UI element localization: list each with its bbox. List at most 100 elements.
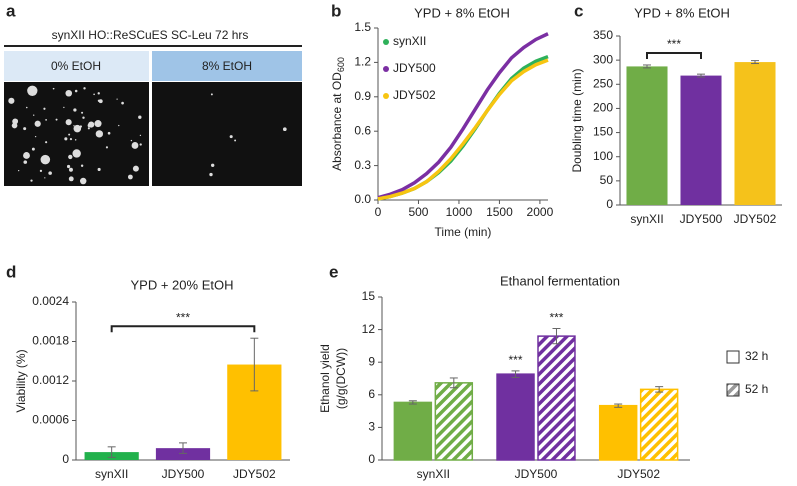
- y-tick-label: 50: [600, 173, 614, 187]
- y-tick-label: 6: [368, 387, 375, 401]
- colony: [138, 115, 142, 119]
- colony: [97, 92, 100, 95]
- colony: [55, 118, 58, 121]
- colony: [34, 136, 37, 138]
- column-label: 0% EtOH: [51, 59, 101, 73]
- x-tick-label: 1500: [486, 205, 513, 219]
- colony: [34, 120, 41, 127]
- x-tick-label: JDY502: [734, 212, 777, 226]
- colony: [127, 174, 133, 180]
- legend-label: synXII: [393, 34, 426, 48]
- error-bar: [751, 60, 759, 65]
- y-tick-label: 0: [62, 452, 69, 466]
- x-tick-label: JDY502: [233, 467, 276, 481]
- x-tick-label: JDY500: [162, 467, 205, 481]
- colony: [65, 119, 72, 126]
- y-tick-label: 0: [606, 197, 613, 211]
- significance-bracket: [110, 325, 256, 333]
- bar: [680, 75, 722, 205]
- colony: [118, 124, 120, 127]
- significance-label: ***: [549, 311, 563, 325]
- colony: [94, 120, 102, 128]
- colony: [132, 165, 139, 172]
- colony: [52, 87, 55, 90]
- legend-marker: [383, 66, 389, 72]
- x-tick-label: 1000: [446, 205, 473, 219]
- colony: [30, 179, 33, 182]
- panel-label: c: [574, 1, 583, 20]
- bar: [155, 448, 211, 460]
- legend-label: 32 h: [745, 349, 768, 363]
- error-bar: [107, 446, 116, 458]
- x-tick-label: JDY502: [617, 467, 660, 481]
- y-axis-label-main: Absorbance at OD: [330, 72, 344, 171]
- column-header: [4, 51, 149, 81]
- significance-label: ***: [509, 353, 523, 367]
- legend-swatch: [726, 383, 740, 397]
- y-tick-label: 0.0018: [32, 334, 69, 348]
- colony: [68, 176, 74, 182]
- colony: [18, 169, 20, 172]
- line: [377, 58, 549, 201]
- colony: [33, 114, 35, 116]
- y-tick-label: 0.0: [354, 192, 371, 206]
- colony: [31, 147, 35, 151]
- colony: [73, 124, 82, 133]
- chart-title: Ethanol fermentation: [500, 273, 620, 288]
- colony: [45, 118, 47, 121]
- colony: [39, 169, 43, 173]
- y-axis-label: Doubling time (min): [570, 68, 584, 172]
- colonies: [8, 85, 287, 185]
- colony: [73, 125, 75, 127]
- error-bar: [655, 386, 664, 393]
- bar: [734, 62, 776, 206]
- y-axis-label: Absorbance at OD600: [330, 57, 346, 171]
- colony: [12, 118, 19, 125]
- colony: [48, 171, 52, 175]
- colony: [87, 127, 90, 130]
- colony: [63, 106, 65, 109]
- y-tick-label: 100: [593, 149, 613, 163]
- chart-title: YPD + 20% EtOH: [131, 277, 234, 292]
- colony: [73, 108, 77, 112]
- colony: [79, 177, 87, 185]
- colony: [210, 93, 213, 96]
- colony: [116, 98, 118, 100]
- x-tick-label: synXII: [630, 212, 663, 226]
- error-bar: [552, 328, 561, 345]
- colony: [97, 167, 101, 172]
- legend-label: JDY502: [393, 88, 436, 102]
- colony: [68, 167, 73, 172]
- colony: [105, 146, 109, 149]
- colony: [30, 88, 32, 91]
- y-tick-label: 250: [593, 76, 613, 90]
- error-bar: [643, 64, 651, 69]
- legend-marker: [383, 39, 389, 45]
- colony: [72, 149, 81, 158]
- y-axis-label: Viability (%): [14, 349, 28, 412]
- legend-marker: [383, 93, 389, 99]
- colony: [95, 130, 104, 138]
- colony: [65, 89, 73, 97]
- x-tick-label: synXII: [417, 467, 450, 481]
- error-bar: [179, 442, 187, 454]
- colony: [8, 97, 15, 104]
- chart-title: YPD + 8% EtOH: [414, 5, 510, 20]
- y-tick-label: 0.3: [354, 158, 371, 172]
- bar: [434, 382, 474, 461]
- y-tick-label: 0.9: [354, 89, 371, 103]
- colony: [74, 139, 77, 141]
- y-tick-label: 150: [593, 125, 613, 139]
- panel-label: e: [329, 262, 338, 281]
- colony: [83, 87, 86, 90]
- x-tick-label: 2000: [527, 205, 554, 219]
- bar: [598, 404, 638, 461]
- panel-label: a: [6, 1, 16, 20]
- error-bar: [449, 377, 458, 389]
- x-tick-label: JDY500: [680, 212, 723, 226]
- y-axis-label: (g/g(DCW)): [334, 348, 348, 409]
- colony: [209, 172, 213, 177]
- colony: [210, 163, 215, 167]
- colony: [82, 116, 85, 119]
- colony: [229, 135, 233, 139]
